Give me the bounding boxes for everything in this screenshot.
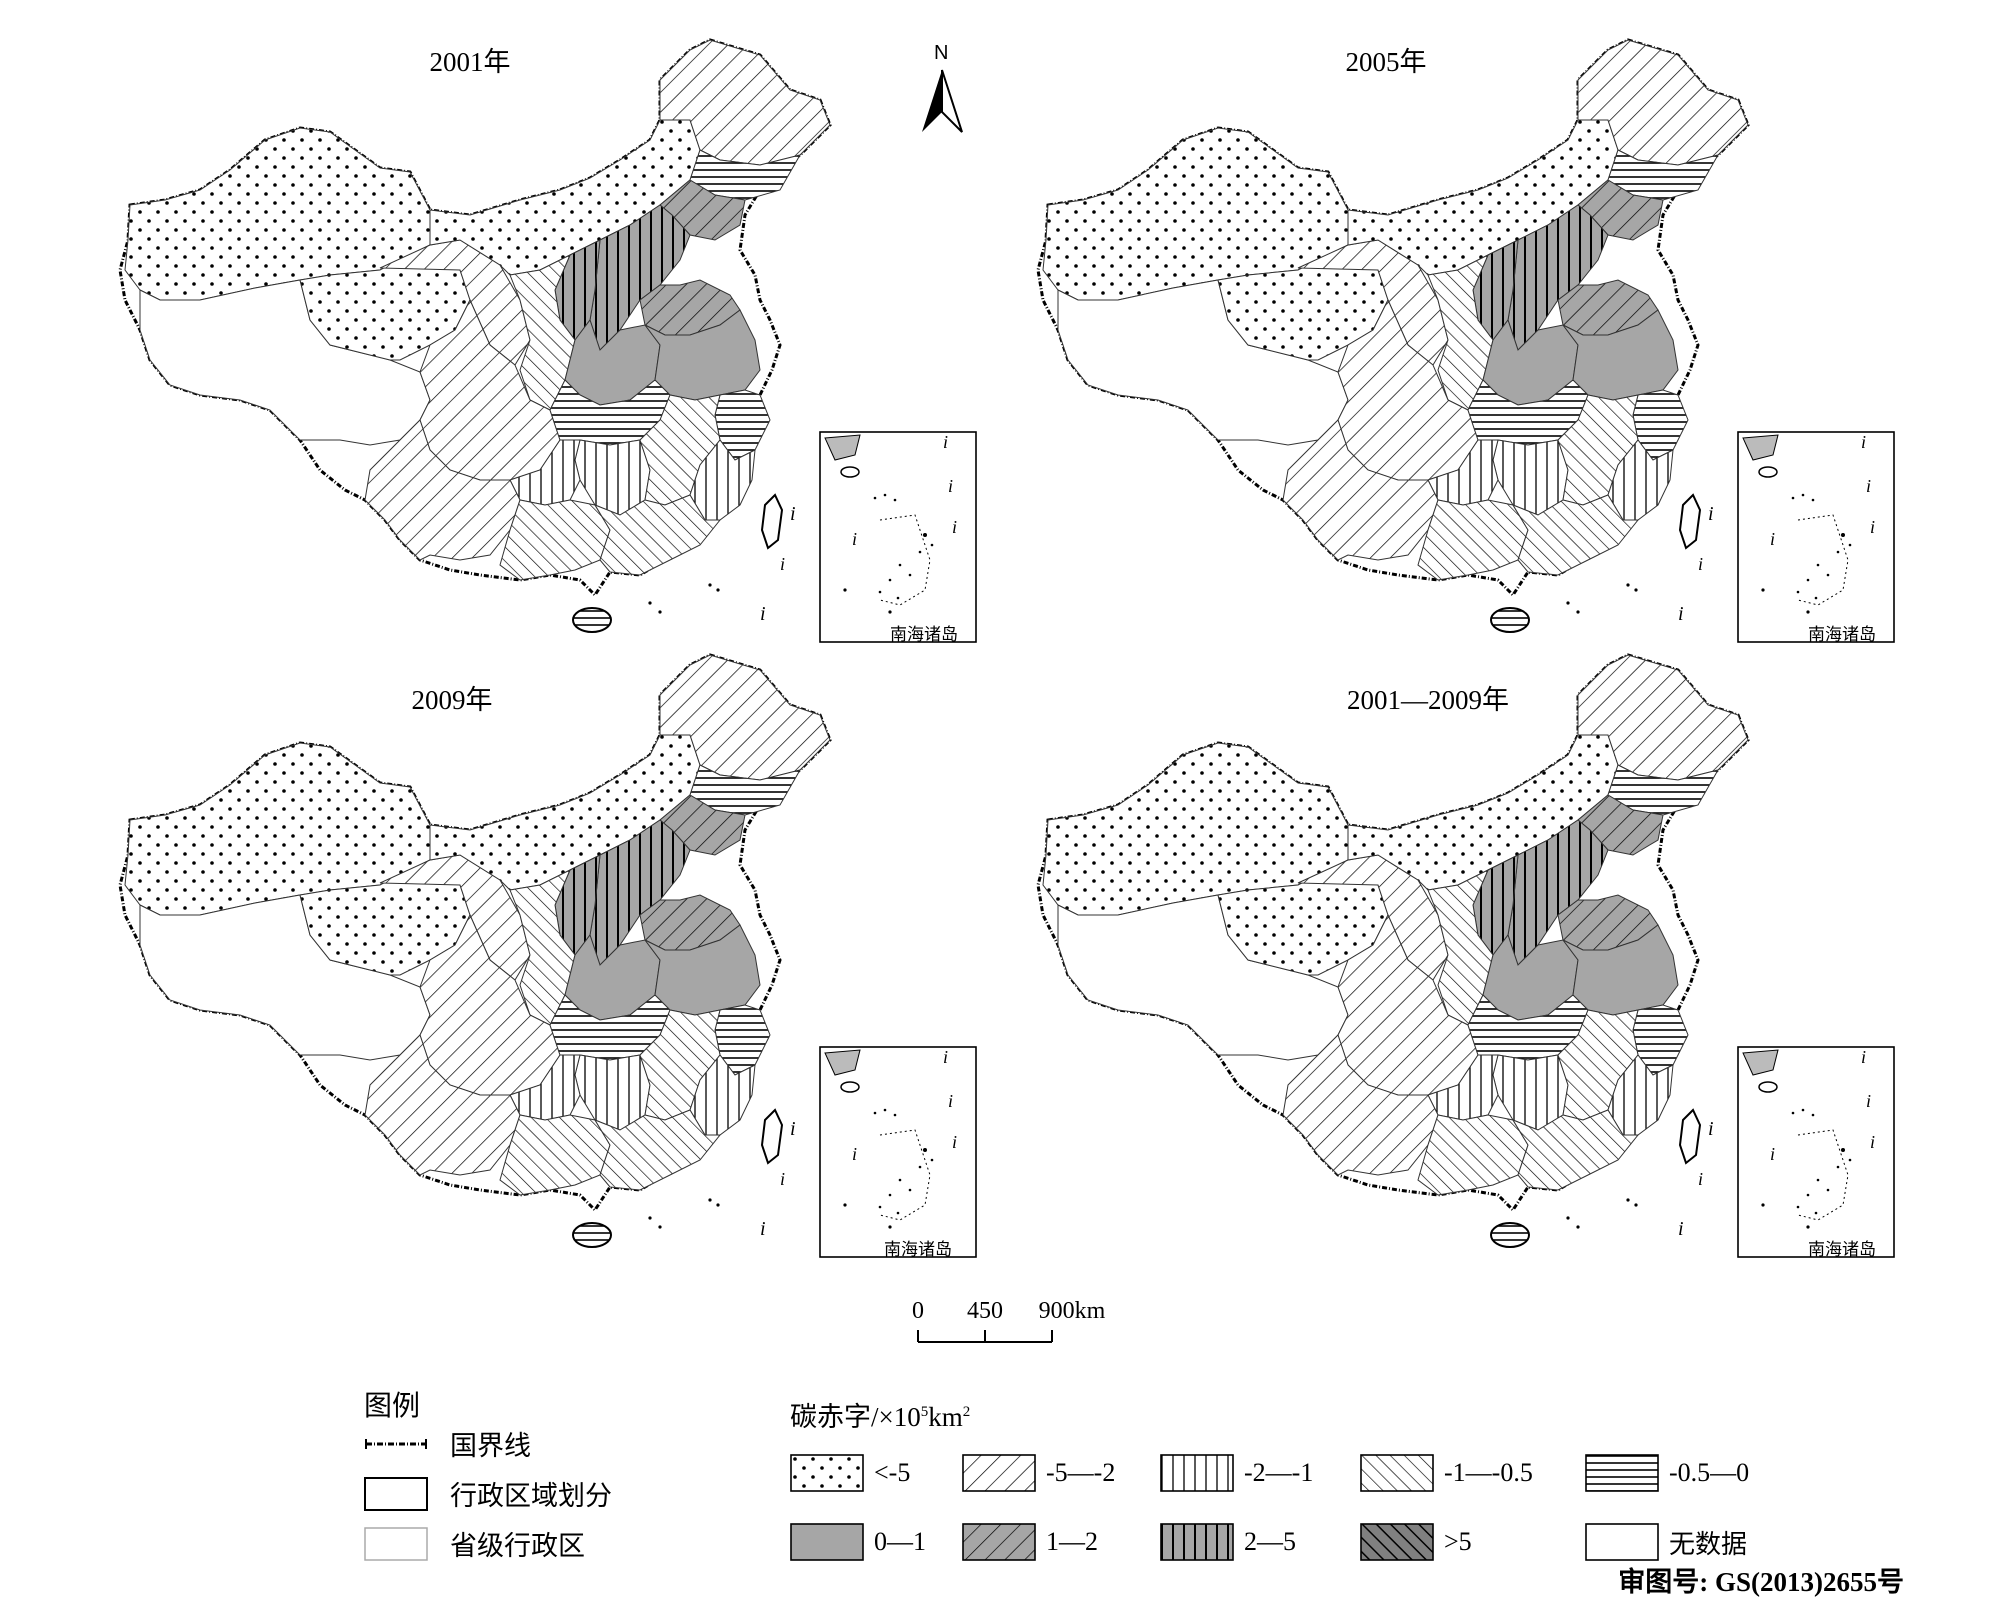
panel-title-2001-2009: 2001—2009年 (1347, 685, 1509, 715)
class-swatch-icon (1160, 1523, 1234, 1561)
legend-label: 国界线 (450, 1431, 531, 1461)
class-swatch-icon (1585, 1523, 1659, 1561)
north-arrow-icon (922, 69, 963, 133)
scale-bar (917, 1330, 1053, 1343)
class-label: <-5 (874, 1458, 911, 1487)
class-legend-item: -0.5—0 (1585, 1454, 1749, 1492)
class-legend-item: 无数据 (1585, 1523, 1747, 1561)
class-label: -1—-0.5 (1444, 1458, 1533, 1487)
class-label: -5—-2 (1046, 1458, 1116, 1487)
national-border-icon (365, 1438, 427, 1449)
legend-item-province: 省级行政区 (364, 1524, 585, 1563)
inset-label-south-china-sea: 南海诸岛 (1808, 625, 1876, 644)
class-legend-item: -5—-2 (962, 1454, 1115, 1492)
admin-division-icon (364, 1476, 428, 1511)
class-swatch-icon (1585, 1454, 1659, 1492)
map-panel-2009 (118, 653, 978, 1259)
classes-title: 碳赤字/×105km2 (790, 1402, 971, 1432)
class-label: 无数据 (1669, 1529, 1748, 1559)
panel-title-2001: 2001年 (429, 47, 511, 77)
class-swatch-icon (962, 1523, 1036, 1561)
class-legend-item: -1—-0.5 (1360, 1454, 1533, 1492)
class-label: 0—1 (874, 1527, 926, 1556)
class-legend-item: -2—-1 (1160, 1454, 1313, 1492)
class-label: -2—-1 (1244, 1458, 1314, 1487)
class-label: >5 (1444, 1527, 1472, 1556)
review-number: 审图号: GS(2013)2655号 (1618, 1567, 1904, 1597)
map-panel-2001 (118, 38, 978, 644)
legend-title: 图例 (364, 1391, 421, 1422)
inset-label-south-china-sea: 南海诸岛 (884, 1240, 952, 1259)
class-label: -0.5—0 (1669, 1458, 1750, 1487)
class-swatch-icon (962, 1454, 1036, 1492)
legend-label: 省级行政区 (450, 1531, 585, 1561)
class-swatch-icon (1360, 1454, 1434, 1492)
class-legend-item: 2—5 (1160, 1523, 1296, 1561)
class-swatch-icon (1160, 1454, 1234, 1492)
class-legend-item: 1—2 (962, 1523, 1098, 1561)
map-panel-2001-2009 (1036, 653, 1896, 1259)
class-legend-item: <-5 (790, 1454, 910, 1492)
inset-label-south-china-sea: 南海诸岛 (1808, 1240, 1876, 1259)
map-panel-2005 (1036, 38, 1896, 644)
legend-item-national-border: 国界线 (364, 1424, 531, 1463)
legend-item-admin-division: 行政区域划分 (364, 1474, 612, 1513)
class-label: 1—2 (1046, 1527, 1098, 1556)
scale-tick-450: 450 (967, 1298, 1003, 1324)
class-swatch-icon (790, 1523, 864, 1561)
class-swatch-icon (1360, 1523, 1434, 1561)
scale-tick-0: 0 (912, 1298, 924, 1324)
inset-label-south-china-sea: 南海诸岛 (890, 625, 958, 644)
scale-tick-900km: 900km (1038, 1298, 1106, 1324)
class-swatch-icon (790, 1454, 864, 1492)
province-icon (364, 1526, 428, 1561)
class-legend-item: >5 (1360, 1523, 1472, 1561)
panel-title-2005: 2005年 (1345, 47, 1427, 77)
legend-label: 行政区域划分 (450, 1481, 612, 1511)
class-legend-item: 0—1 (790, 1523, 926, 1561)
panel-title-2009: 2009年 (411, 685, 493, 715)
class-label: 2—5 (1244, 1527, 1296, 1556)
north-label: N (934, 42, 949, 64)
